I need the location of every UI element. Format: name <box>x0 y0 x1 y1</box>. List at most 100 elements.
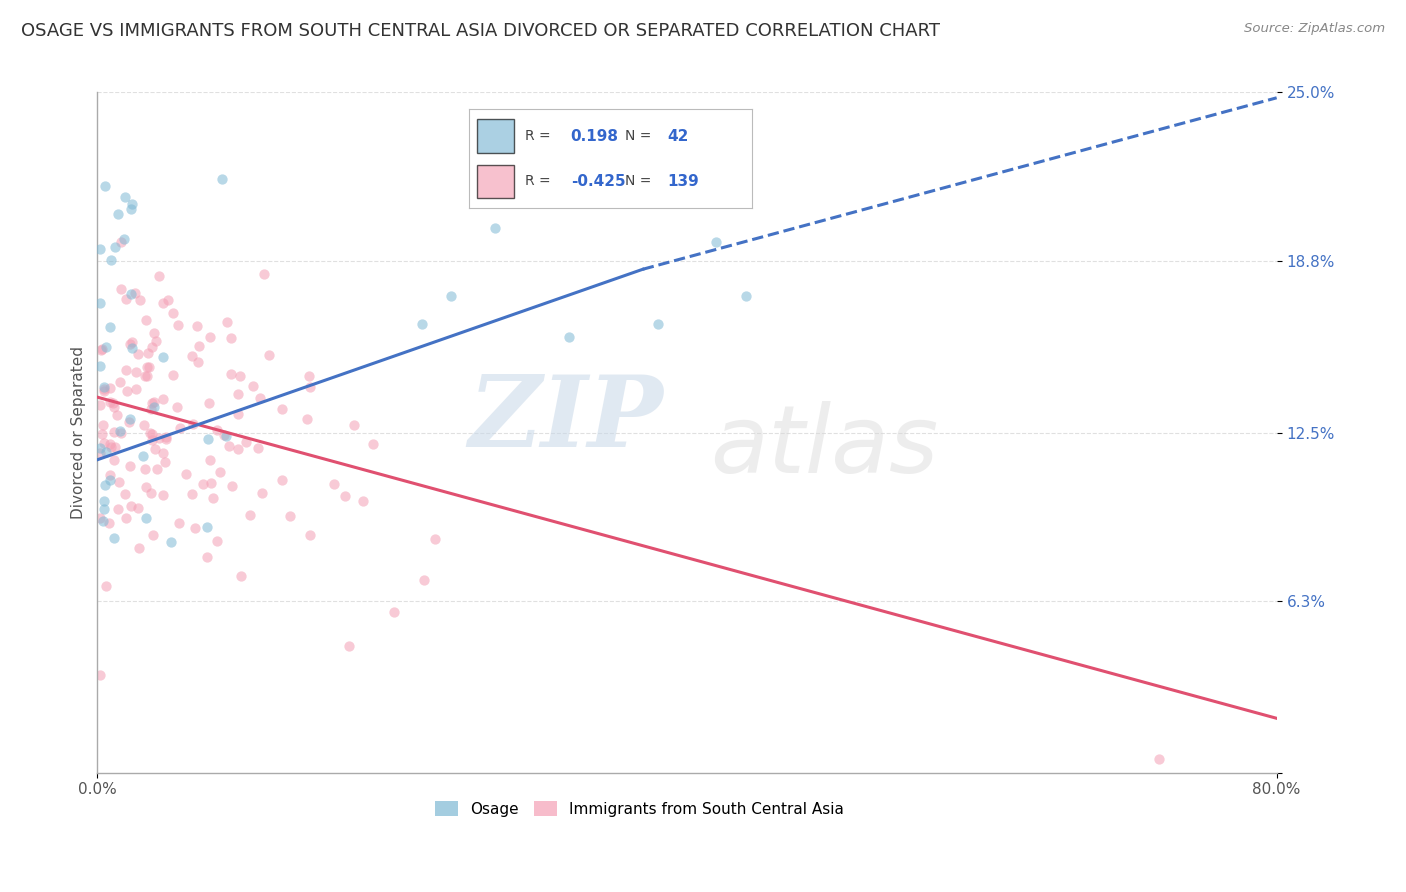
Point <box>423 532 446 546</box>
Point <box>107 502 129 516</box>
Point <box>249 391 271 405</box>
Point <box>98 474 121 488</box>
Point <box>155 432 177 446</box>
Point <box>558 330 581 344</box>
Point <box>108 375 131 389</box>
Point <box>295 412 318 426</box>
Point <box>411 317 433 331</box>
Point <box>200 475 222 490</box>
Point <box>141 341 163 355</box>
Point <box>323 476 346 491</box>
Point <box>152 446 174 460</box>
Point <box>219 331 242 345</box>
Point <box>152 392 174 406</box>
Point <box>89 668 111 682</box>
Point <box>259 348 281 362</box>
Point <box>93 501 115 516</box>
Point <box>93 384 115 398</box>
Point <box>148 269 170 284</box>
Text: Source: ZipAtlas.com: Source: ZipAtlas.com <box>1244 22 1385 36</box>
Point <box>343 418 366 433</box>
Point <box>98 516 121 530</box>
Point <box>201 491 224 506</box>
Point <box>89 295 111 310</box>
Point <box>143 400 166 414</box>
Point <box>198 330 221 344</box>
Point <box>184 521 207 535</box>
Legend: Osage, Immigrants from South Central Asia: Osage, Immigrants from South Central Asi… <box>429 795 851 823</box>
Point <box>98 437 121 451</box>
Point <box>91 342 114 356</box>
Point <box>215 315 238 329</box>
Point <box>160 535 183 549</box>
Point <box>167 516 190 530</box>
Point <box>105 408 128 422</box>
Point <box>152 296 174 310</box>
Point <box>333 489 356 503</box>
Point <box>121 335 143 350</box>
Point <box>181 417 204 431</box>
Point <box>221 479 243 493</box>
Point <box>120 500 142 514</box>
Point <box>298 528 321 542</box>
Point <box>98 381 121 395</box>
Point <box>135 369 157 384</box>
Point <box>89 398 111 412</box>
Point <box>253 267 276 281</box>
Point <box>219 367 242 381</box>
Point <box>215 429 238 443</box>
Point <box>181 349 204 363</box>
Point <box>89 441 111 455</box>
Point <box>89 510 111 524</box>
Point <box>242 379 264 393</box>
Point <box>205 533 228 548</box>
Point <box>271 402 294 417</box>
Point <box>118 459 141 474</box>
Point <box>138 360 160 375</box>
Point <box>212 428 235 442</box>
Point <box>128 293 150 307</box>
Point <box>156 293 179 307</box>
Point <box>218 439 240 453</box>
Point <box>145 334 167 348</box>
Point <box>117 384 139 398</box>
Point <box>141 427 163 442</box>
Point <box>110 235 132 249</box>
Y-axis label: Divorced or Separated: Divorced or Separated <box>72 346 86 519</box>
Point <box>107 475 129 490</box>
Point <box>93 380 115 394</box>
Point <box>141 434 163 448</box>
Point <box>141 396 163 410</box>
Point <box>152 488 174 502</box>
Point <box>108 424 131 438</box>
Point <box>112 232 135 246</box>
Point <box>134 417 156 432</box>
Point <box>138 346 160 360</box>
Point <box>125 365 148 379</box>
Point <box>142 395 165 409</box>
Point <box>382 605 405 619</box>
Point <box>115 510 138 524</box>
Point <box>127 501 149 516</box>
Point <box>176 467 198 481</box>
Point <box>100 440 122 454</box>
Point <box>110 282 132 296</box>
Text: OSAGE VS IMMIGRANTS FROM SOUTH CENTRAL ASIA DIVORCED OR SEPARATED CORRELATION CH: OSAGE VS IMMIGRANTS FROM SOUTH CENTRAL A… <box>21 22 941 40</box>
Point <box>110 425 132 440</box>
Point <box>337 639 360 653</box>
Point <box>107 207 129 221</box>
Point <box>103 531 125 545</box>
Point <box>143 442 166 457</box>
Point <box>226 407 249 421</box>
Point <box>124 285 146 300</box>
Point <box>98 395 121 409</box>
Point <box>135 510 157 524</box>
Point <box>413 573 436 587</box>
Point <box>205 423 228 437</box>
Point <box>162 306 184 320</box>
Point <box>211 172 233 186</box>
Point <box>120 287 142 301</box>
Point <box>103 425 125 439</box>
Point <box>93 382 115 396</box>
Point <box>153 455 176 469</box>
